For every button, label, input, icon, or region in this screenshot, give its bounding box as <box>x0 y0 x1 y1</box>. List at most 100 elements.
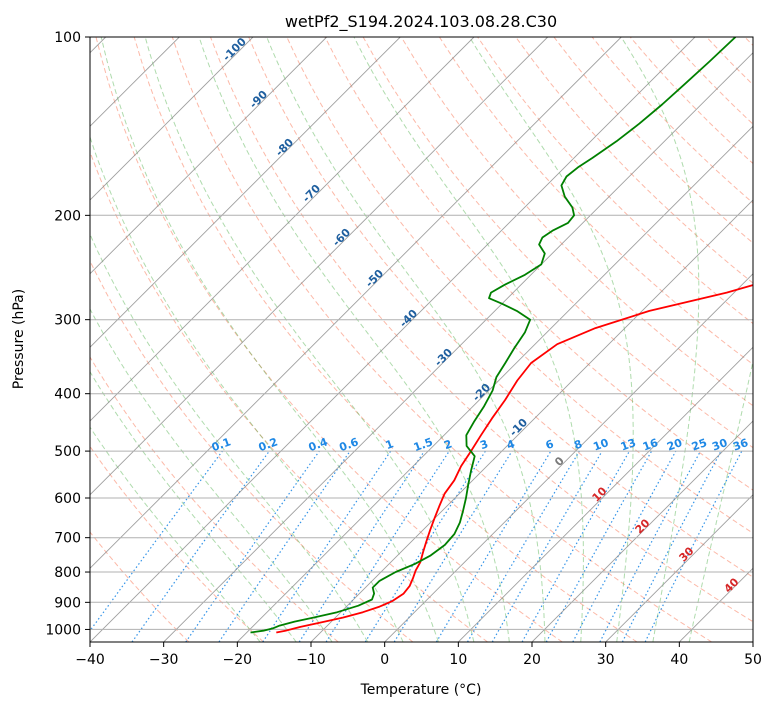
mixing-ratio-line <box>572 450 677 642</box>
isotherm-line <box>310 199 753 642</box>
y-tick-label: 200 <box>54 208 81 224</box>
y-tick-label: 800 <box>54 565 81 581</box>
moist-adiabat <box>620 37 700 642</box>
moist-adiabat <box>90 308 333 642</box>
mixing-ratio-label: 0.4 <box>307 435 330 454</box>
mixing-ratio-line <box>325 450 450 642</box>
mixing-ratio-line <box>262 450 392 642</box>
mixing-ratio-line <box>218 450 351 642</box>
x-axis-ticks: −40 −30 −20 −10 0 10 20 30 40 50 <box>75 642 762 668</box>
dewpoint-profile <box>250 37 737 634</box>
x-tick-label: 10 <box>449 652 467 668</box>
dry-adiabat <box>90 356 339 642</box>
isotherm-line <box>163 52 753 642</box>
mixing-ratio-line <box>90 450 223 632</box>
y-tick-label: 100 <box>54 30 81 46</box>
dry-adiabat <box>324 37 753 491</box>
mixing-ratio-label: 20 <box>665 436 684 454</box>
mixing-ratio-label: 8 <box>572 437 584 452</box>
x-tick-label: 30 <box>597 652 615 668</box>
mixing-ratio-line <box>131 450 270 642</box>
x-tick-label: −10 <box>296 652 326 668</box>
moist-adiabat <box>90 232 369 642</box>
mixing-ratio-label: 30 <box>710 436 729 454</box>
y-tick-label: 700 <box>54 531 81 547</box>
isotherm-line <box>531 420 753 642</box>
isotherm-line <box>90 37 328 275</box>
isotherm-line <box>90 37 401 348</box>
chart-title: wetPf2_S194.2024.103.08.28.C30 <box>285 12 557 32</box>
moist-adiabat <box>90 426 261 642</box>
moist-adiabat <box>100 37 439 642</box>
dry-adiabat <box>438 37 753 366</box>
mixing-ratio-label: 13 <box>619 436 638 453</box>
isotherm-lines <box>90 37 753 642</box>
mixing-ratio-label: 4 <box>505 437 517 452</box>
moist-adiabat <box>353 37 584 642</box>
x-tick-label: −40 <box>75 652 105 668</box>
x-tick-label: 0 <box>380 652 389 668</box>
mixing-ratio-label: 0.6 <box>338 435 361 454</box>
moist-adiabat <box>90 135 404 642</box>
plot-frame <box>89 36 754 643</box>
mixing-ratio-label: 25 <box>690 436 709 453</box>
x-tick-label: −30 <box>149 652 179 668</box>
dry-adiabat <box>210 37 753 623</box>
mixing-ratio-line <box>644 450 743 642</box>
dry-adiabat <box>400 37 753 407</box>
mixing-ratio-line <box>185 450 320 642</box>
mixing-ratio-label: 10 <box>591 436 610 454</box>
dry-adiabat <box>248 37 753 578</box>
mixing-ratio-lines <box>90 450 743 642</box>
mixing-ratio-label: 0.1 <box>210 435 233 454</box>
mixing-ratio-label: 36 <box>731 436 750 454</box>
y-tick-label: 400 <box>54 387 81 403</box>
isotherm-line <box>90 37 622 569</box>
x-tick-label: 50 <box>744 652 762 668</box>
isotherm-line <box>236 125 753 642</box>
moist-adiabat <box>688 358 753 642</box>
mixing-ratio-line <box>521 450 631 642</box>
plot-area: -100-90-80-70-60-50-40-30-20-10010203040… <box>90 37 753 642</box>
isotherm-line <box>457 346 753 642</box>
y-axis-ticks: 1000 900 800 700 600 500 400 300 200 100 <box>45 30 90 638</box>
x-tick-label: 40 <box>670 652 688 668</box>
isotherm-line <box>605 494 753 642</box>
mixing-ratio-label: 2 <box>442 437 454 452</box>
isotherm-line <box>90 37 549 496</box>
dry-adiabat <box>90 150 488 642</box>
mixing-ratio-label: 16 <box>641 436 660 454</box>
isotherm-line <box>90 37 254 201</box>
y-tick-label: 500 <box>54 444 81 460</box>
dry-adiabat <box>90 531 190 642</box>
y-tick-label: 300 <box>54 313 81 329</box>
y-tick-label: 1000 <box>45 622 81 638</box>
x-tick-label: 20 <box>523 652 541 668</box>
dry-adiabat <box>515 37 753 284</box>
isotherm-line <box>90 37 475 422</box>
mixing-ratio-line <box>393 450 513 642</box>
isobar-gridlines <box>90 37 753 630</box>
mixing-ratio-label: 1.5 <box>412 435 435 454</box>
isotherm-line <box>384 273 753 642</box>
y-tick-label: 600 <box>54 491 81 507</box>
y-tick-label: 900 <box>54 595 81 611</box>
mixing-ratio-line <box>298 450 425 642</box>
moist-adiabat <box>144 37 475 642</box>
mixing-ratio-label: 0.2 <box>257 435 280 454</box>
x-axis-label: Temperature (°C) <box>360 682 482 698</box>
dry-adiabat <box>95 37 563 642</box>
mixing-ratio-label: 3 <box>478 437 490 452</box>
sounding-profiles <box>250 37 753 634</box>
isotherm-line <box>90 37 696 642</box>
mixing-ratio-label: 1 <box>384 437 396 452</box>
mixing-ratio-label: 6 <box>544 437 556 452</box>
dry-adiabat <box>171 37 712 642</box>
y-axis-label: Pressure (hPa) <box>11 289 27 389</box>
mixing-ratio-line <box>545 450 653 642</box>
dry-adiabat <box>90 445 264 642</box>
dry-adiabat <box>133 37 638 642</box>
x-tick-label: −20 <box>223 652 253 668</box>
moist-adiabat <box>266 37 546 642</box>
